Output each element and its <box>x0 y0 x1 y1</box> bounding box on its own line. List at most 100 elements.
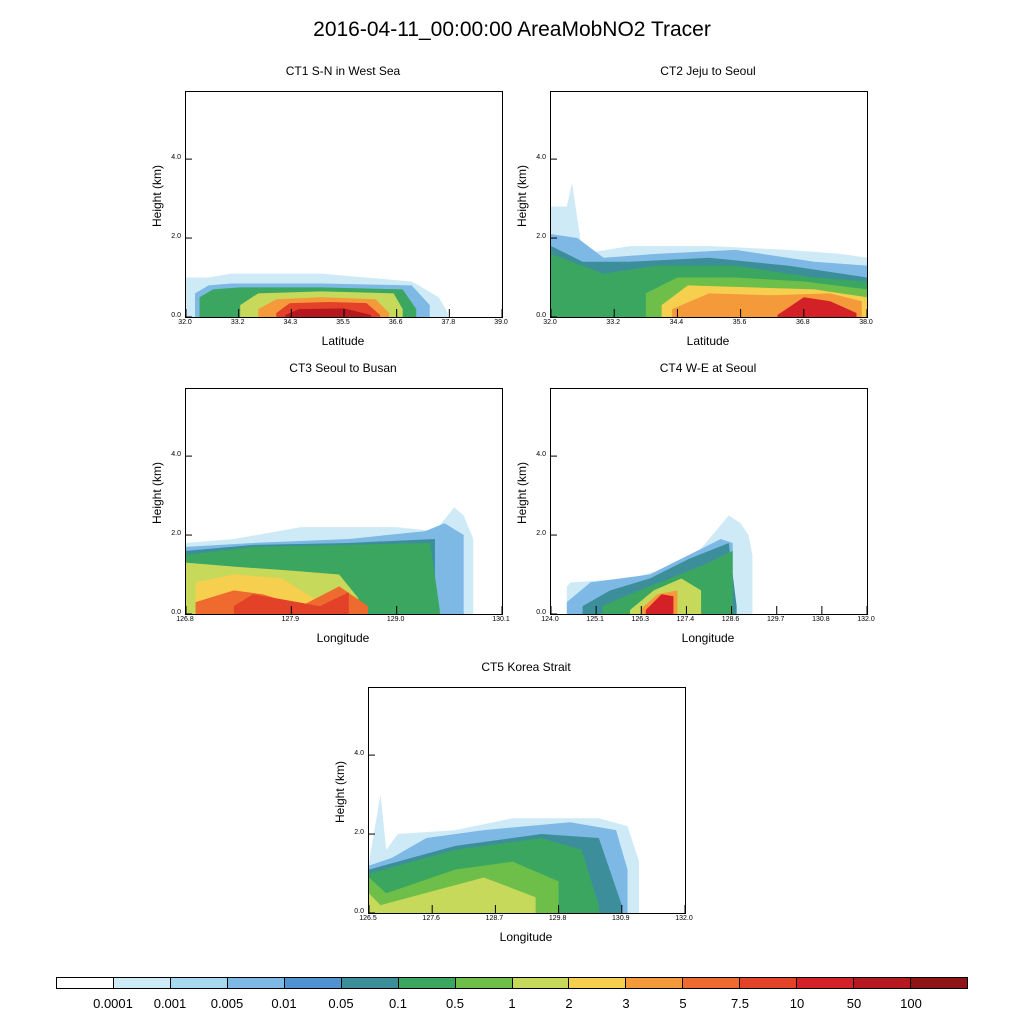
contour-svg <box>551 455 867 614</box>
plot-area <box>185 388 503 615</box>
colorbar-label: 0.0001 <box>93 996 133 1011</box>
colorbar-segment <box>854 978 912 988</box>
y-axis-label: Height (km) <box>333 761 347 824</box>
x-tick-label: 130.1 <box>492 616 510 623</box>
y-tick-label: 0.0 <box>171 609 181 616</box>
colorbar-segment <box>569 978 627 988</box>
contour-layer-5 <box>369 877 536 913</box>
x-tick-label: 126.5 <box>359 915 377 922</box>
colorbar-segment <box>341 978 399 988</box>
y-axis-label: Height (km) <box>515 165 529 228</box>
colorbar-label: 10 <box>789 996 805 1011</box>
x-tick-label: 129.0 <box>386 616 405 623</box>
contour-svg <box>369 754 685 913</box>
y-tick-label: 2.0 <box>536 233 546 241</box>
panel-title: CT2 Jeju to Seoul <box>660 64 756 78</box>
colorbar <box>56 977 968 989</box>
colorbar-label: 0.5 <box>445 996 465 1011</box>
x-tick-label: 129.8 <box>548 915 567 922</box>
x-tick-label: 36.6 <box>388 319 403 326</box>
x-tick-label: 36.8 <box>795 319 810 326</box>
y-tick-label: 4.0 <box>171 451 181 459</box>
x-tick-label: 126.3 <box>631 616 650 623</box>
x-tick-label: 33.2 <box>230 319 245 326</box>
y-tick-label: 4.0 <box>354 750 364 758</box>
y-tick-label: 0.0 <box>171 312 181 319</box>
y-tick-label: 2.0 <box>171 530 181 538</box>
colorbar-segment <box>740 978 798 988</box>
plot-area <box>368 687 686 914</box>
colorbar-label: 1 <box>508 996 516 1011</box>
panel-title: CT1 S-N in West Sea <box>285 64 401 78</box>
x-tick-label: 128.7 <box>485 915 504 922</box>
x-tick-label: 125.1 <box>586 616 604 623</box>
contour-layer-7 <box>777 297 857 317</box>
plot-area <box>550 388 868 615</box>
colorbar-label: 0.05 <box>328 996 354 1011</box>
panel-title: CT5 Korea Strait <box>481 660 571 674</box>
y-tick-label: 2.0 <box>536 530 546 538</box>
colorbar-label: 50 <box>846 996 862 1011</box>
y-axis-label: Height (km) <box>150 165 164 228</box>
colorbar-segment <box>170 978 228 988</box>
colorbar-segment <box>398 978 456 988</box>
x-tick-label: 127.6 <box>422 915 440 922</box>
x-tick-label: 39.0 <box>494 319 508 326</box>
y-tick-label: 0.0 <box>536 312 546 319</box>
y-axis-label: Height (km) <box>515 462 529 525</box>
colorbar-label: 5 <box>679 996 687 1011</box>
contour-svg <box>186 158 502 317</box>
colorbar-label: 0.01 <box>271 996 297 1011</box>
contour-svg <box>551 158 867 317</box>
x-tick-label: 128.6 <box>721 616 740 623</box>
x-tick-label: 32.0 <box>543 319 557 326</box>
x-tick-label: 126.8 <box>176 616 194 623</box>
x-tick-label: 132.0 <box>675 915 693 922</box>
x-tick-label: 124.0 <box>541 616 559 623</box>
colorbar-segment <box>683 978 741 988</box>
y-tick-label: 4.0 <box>536 451 546 459</box>
x-tick-label: 129.7 <box>766 616 785 623</box>
x-axis-label: Latitude <box>321 334 365 348</box>
x-tick-label: 132.0 <box>857 616 875 623</box>
colorbar-segment <box>911 978 967 988</box>
x-tick-label: 35.6 <box>732 319 747 326</box>
y-tick-label: 4.0 <box>171 154 181 162</box>
colorbar-label: 2 <box>565 996 573 1011</box>
x-axis-label: Latitude <box>686 334 730 348</box>
panel-title: CT4 W-E at Seoul <box>659 361 757 375</box>
x-tick-label: 38.0 <box>859 319 873 326</box>
colorbar-label: 7.5 <box>730 996 750 1011</box>
colorbar-segment <box>626 978 684 988</box>
figure-title: 2016-04-11_00:00:00 AreaMobNO2 Tracer <box>313 18 711 41</box>
contour-layer-7 <box>233 592 349 614</box>
y-tick-label: 0.0 <box>536 609 546 616</box>
y-tick-label: 2.0 <box>171 233 181 241</box>
x-tick-label: 127.4 <box>676 616 695 623</box>
x-tick-label: 130.9 <box>612 915 630 922</box>
colorbar-segment <box>455 978 513 988</box>
colorbar-segment <box>284 978 342 988</box>
colorbar-segment <box>113 978 171 988</box>
x-tick-label: 34.4 <box>669 319 684 326</box>
x-tick-label: 35.5 <box>336 319 350 326</box>
y-tick-label: 0.0 <box>354 908 364 915</box>
y-axis-label: Height (km) <box>150 462 164 525</box>
colorbar-label: 0.001 <box>153 996 187 1011</box>
plot-area <box>185 91 503 318</box>
panel-title: CT3 Seoul to Busan <box>289 361 397 375</box>
colorbar-segment <box>797 978 855 988</box>
contour-layer-6 <box>285 308 372 317</box>
colorbar-label: 0.1 <box>388 996 408 1011</box>
contour-layer-6 <box>645 594 674 614</box>
plot-area <box>550 91 868 318</box>
x-axis-label: Longitude <box>681 631 735 645</box>
colorbar-segment <box>512 978 570 988</box>
x-tick-label: 127.9 <box>281 616 300 623</box>
x-tick-label: 130.8 <box>812 616 830 623</box>
x-axis-label: Longitude <box>316 631 370 645</box>
y-tick-label: 2.0 <box>354 829 364 837</box>
x-tick-label: 37.8 <box>441 319 456 326</box>
x-axis-label: Longitude <box>499 930 553 944</box>
colorbar-label: 100 <box>900 996 922 1011</box>
